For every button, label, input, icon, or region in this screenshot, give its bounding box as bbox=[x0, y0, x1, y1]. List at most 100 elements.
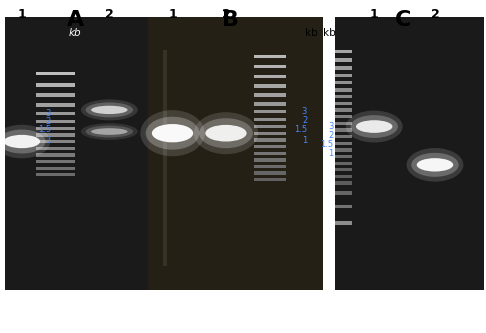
Bar bbox=[254, 55, 286, 58]
Bar bbox=[254, 132, 286, 135]
Bar bbox=[5, 17, 151, 290]
Text: 2: 2 bbox=[328, 131, 333, 140]
Ellipse shape bbox=[86, 126, 133, 138]
Ellipse shape bbox=[0, 125, 51, 158]
Text: 1: 1 bbox=[328, 149, 333, 159]
Text: 1: 1 bbox=[46, 136, 51, 145]
Text: kb: kb bbox=[305, 28, 317, 38]
Bar bbox=[254, 93, 286, 97]
Bar bbox=[328, 108, 352, 112]
Bar bbox=[36, 160, 75, 163]
Ellipse shape bbox=[152, 124, 193, 143]
Bar bbox=[328, 88, 352, 92]
Text: 2: 2 bbox=[46, 117, 51, 126]
Text: 3: 3 bbox=[302, 107, 307, 116]
Bar bbox=[36, 72, 75, 75]
Ellipse shape bbox=[86, 103, 133, 118]
Text: 1.5: 1.5 bbox=[294, 125, 307, 135]
Bar bbox=[148, 17, 323, 290]
Bar bbox=[328, 148, 352, 152]
Bar bbox=[328, 115, 352, 118]
Text: 2: 2 bbox=[105, 8, 114, 22]
Bar bbox=[36, 112, 75, 115]
Ellipse shape bbox=[346, 111, 402, 143]
Bar bbox=[36, 127, 75, 130]
Ellipse shape bbox=[81, 123, 138, 140]
Text: 1.5: 1.5 bbox=[320, 140, 333, 149]
Text: 1: 1 bbox=[302, 136, 307, 145]
Ellipse shape bbox=[356, 120, 393, 133]
Bar bbox=[328, 128, 352, 132]
Bar bbox=[328, 66, 352, 70]
Text: 2: 2 bbox=[222, 8, 230, 22]
Ellipse shape bbox=[411, 153, 459, 177]
Bar bbox=[335, 17, 484, 290]
Bar bbox=[254, 145, 286, 148]
Bar bbox=[254, 75, 286, 78]
Bar bbox=[254, 102, 286, 106]
Bar bbox=[254, 158, 286, 162]
Ellipse shape bbox=[194, 112, 258, 154]
Text: C: C bbox=[395, 10, 412, 30]
Bar bbox=[328, 50, 352, 53]
Bar bbox=[328, 181, 352, 185]
Bar bbox=[254, 138, 286, 142]
Bar bbox=[36, 103, 75, 107]
Text: 2: 2 bbox=[302, 116, 307, 125]
Ellipse shape bbox=[91, 128, 127, 135]
Bar bbox=[328, 74, 352, 77]
Ellipse shape bbox=[91, 106, 127, 114]
Text: kb: kb bbox=[323, 28, 335, 38]
Bar bbox=[254, 65, 286, 68]
Ellipse shape bbox=[81, 99, 138, 121]
Ellipse shape bbox=[3, 135, 40, 148]
Bar bbox=[328, 58, 352, 62]
Text: 2: 2 bbox=[431, 8, 439, 22]
Bar bbox=[254, 118, 286, 121]
Bar bbox=[254, 152, 286, 155]
Ellipse shape bbox=[0, 130, 46, 154]
Text: kb: kb bbox=[69, 28, 82, 38]
Text: 3: 3 bbox=[328, 122, 333, 131]
Bar bbox=[36, 166, 75, 170]
Bar bbox=[36, 120, 75, 123]
Ellipse shape bbox=[407, 148, 464, 181]
Bar bbox=[328, 142, 352, 145]
Ellipse shape bbox=[206, 125, 247, 142]
Bar bbox=[254, 171, 286, 175]
Text: 1: 1 bbox=[168, 8, 177, 22]
Text: A: A bbox=[67, 10, 84, 30]
Bar bbox=[254, 110, 286, 113]
Bar bbox=[254, 178, 286, 181]
Bar bbox=[328, 122, 352, 125]
Bar bbox=[328, 221, 352, 225]
Bar bbox=[328, 191, 352, 195]
Bar bbox=[323, 0, 335, 333]
Bar bbox=[36, 153, 75, 157]
Bar bbox=[0, 0, 5, 333]
Bar bbox=[328, 175, 352, 178]
Ellipse shape bbox=[199, 118, 253, 148]
Bar bbox=[36, 83, 75, 87]
Bar bbox=[163, 50, 167, 266]
Bar bbox=[328, 205, 352, 208]
Bar bbox=[36, 173, 75, 176]
Bar bbox=[328, 168, 352, 171]
Bar bbox=[254, 165, 286, 168]
Bar bbox=[328, 135, 352, 138]
Text: 1: 1 bbox=[370, 8, 379, 22]
Bar bbox=[328, 102, 352, 105]
Bar bbox=[328, 162, 352, 165]
Bar bbox=[254, 84, 286, 88]
Text: B: B bbox=[223, 10, 239, 30]
Bar bbox=[36, 140, 75, 143]
Text: 1: 1 bbox=[17, 8, 26, 22]
Bar bbox=[328, 155, 352, 158]
Ellipse shape bbox=[146, 117, 199, 150]
Bar bbox=[328, 95, 352, 98]
Text: 3: 3 bbox=[46, 109, 51, 118]
Bar bbox=[36, 93, 75, 97]
Text: 1.5: 1.5 bbox=[38, 125, 51, 135]
Ellipse shape bbox=[350, 115, 398, 138]
Bar bbox=[254, 125, 286, 128]
